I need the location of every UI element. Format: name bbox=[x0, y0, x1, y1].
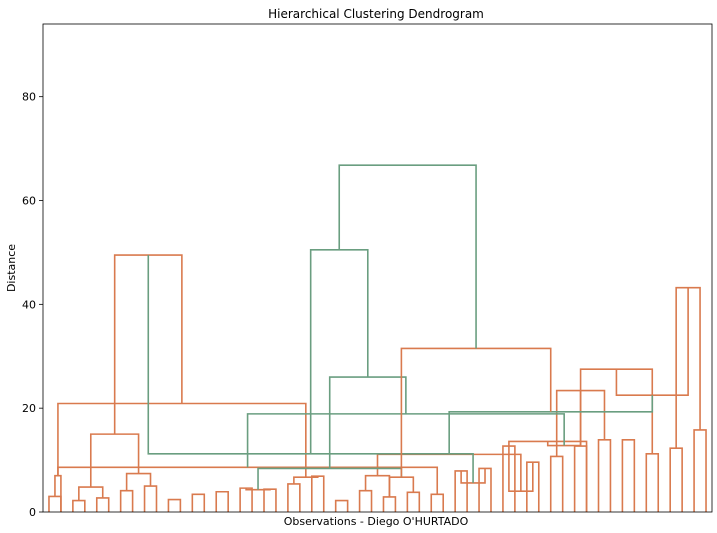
x-axis-label: Observations - Diego O'HURTADO bbox=[284, 515, 469, 528]
dendrogram-link bbox=[376, 453, 522, 492]
dendrogram-link bbox=[191, 493, 206, 512]
dendrogram-link bbox=[645, 453, 660, 512]
dendrogram-link bbox=[309, 249, 369, 454]
dendrogram-link bbox=[257, 467, 403, 490]
y-tick-label: 80 bbox=[22, 91, 36, 104]
y-axis: 0 20 40 60 80 bbox=[22, 91, 43, 519]
dendrogram-link bbox=[263, 488, 277, 512]
dendrogram-link bbox=[460, 468, 486, 484]
chart-title: Hierarchical Clustering Dendrogram bbox=[268, 7, 484, 21]
dendrogram-link bbox=[693, 429, 707, 512]
y-tick-label: 0 bbox=[29, 506, 36, 519]
dendrogram-link bbox=[478, 467, 492, 512]
plot-frame bbox=[42, 23, 713, 513]
dendrogram-link bbox=[546, 390, 582, 447]
dendrogram-link bbox=[454, 470, 468, 512]
dendrogram-link bbox=[334, 499, 349, 512]
dendrogram-link bbox=[338, 164, 477, 349]
dendrogram-link bbox=[57, 402, 307, 478]
dendrogram-link bbox=[143, 485, 158, 512]
dendrogram-link bbox=[430, 493, 445, 512]
dendrogram-link bbox=[293, 476, 319, 484]
dendrogram-link bbox=[48, 495, 62, 512]
dendrogram-link bbox=[406, 491, 421, 512]
dendrogram-link bbox=[364, 474, 391, 497]
dendrogram-link bbox=[358, 489, 373, 512]
dendrogram-link bbox=[119, 489, 134, 512]
y-tick-label: 40 bbox=[22, 298, 36, 311]
dendrogram-link bbox=[597, 439, 612, 512]
dendrogram-link bbox=[113, 254, 183, 435]
dendrogram-link bbox=[215, 490, 229, 512]
dendrogram-link bbox=[573, 445, 588, 512]
dendrogram-link bbox=[72, 499, 86, 512]
y-tick-label: 60 bbox=[22, 195, 36, 208]
dendrogram-link bbox=[167, 498, 182, 512]
dendrogram-link bbox=[246, 413, 565, 468]
dendrogram-link bbox=[382, 496, 397, 512]
y-axis-label: Distance bbox=[5, 244, 18, 292]
dendrogram-link bbox=[310, 475, 325, 512]
dendrogram-link bbox=[245, 488, 271, 491]
dendrogram-link bbox=[95, 497, 110, 512]
dendrogram-link bbox=[287, 483, 301, 512]
dendrogram-link bbox=[400, 347, 552, 478]
dendrogram-link bbox=[89, 433, 140, 488]
dendrogram-link bbox=[615, 287, 689, 396]
dendrogram-link bbox=[54, 474, 62, 512]
y-tick-label: 20 bbox=[22, 402, 36, 415]
dendrogram-link bbox=[125, 472, 152, 491]
dendrogram-link bbox=[388, 476, 415, 497]
dendrogram-link bbox=[78, 486, 104, 501]
dendrogram-link bbox=[621, 439, 636, 512]
dendrogram-link bbox=[549, 455, 564, 512]
dendrogram-link bbox=[669, 447, 683, 512]
dendrogram-link bbox=[239, 487, 253, 512]
dendrogram-links bbox=[48, 164, 707, 512]
